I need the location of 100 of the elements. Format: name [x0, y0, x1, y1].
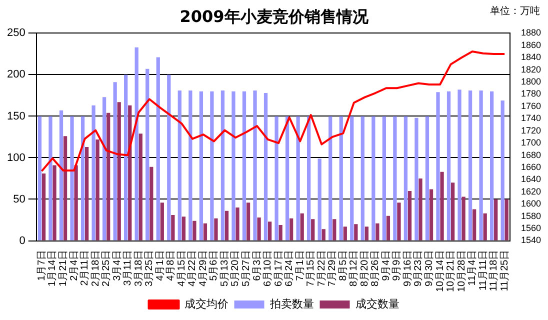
y2-tick-label: 1880 — [520, 28, 542, 38]
y-tick-label: 50 — [13, 193, 26, 206]
bar — [253, 90, 257, 240]
bar — [210, 91, 214, 240]
legend-label: 拍卖数量 — [268, 298, 314, 311]
x-tick-label: 6月10日 — [262, 250, 274, 286]
bar — [504, 199, 508, 240]
x-tick-label: 1月21日 — [58, 250, 70, 286]
x-tick-label: 11月18日 — [488, 250, 500, 292]
y2-tick-label: 1820 — [520, 64, 542, 74]
x-tick-label: 11月25日 — [499, 250, 510, 292]
x-tick-label: 6月24日 — [284, 250, 296, 286]
x-tick-label: 3月4日 — [112, 250, 123, 281]
bar — [96, 139, 100, 240]
bar — [171, 215, 175, 240]
bar — [429, 189, 434, 240]
x-tick-label: 9月4日 — [380, 250, 392, 281]
x-tick-label: 8月20日 — [359, 250, 370, 286]
bar — [117, 102, 121, 240]
x-tick-label: 3月25日 — [144, 250, 156, 286]
x-tick-label: 10月28日 — [456, 250, 468, 292]
bar — [42, 174, 46, 240]
bar — [192, 220, 196, 240]
bar — [472, 209, 476, 240]
y2-tick-label: 1560 — [520, 223, 542, 234]
bar — [425, 116, 430, 240]
bar — [102, 97, 106, 240]
bar — [397, 202, 401, 240]
y-tick-label: 250 — [6, 27, 26, 40]
y-tick-label: 100 — [6, 152, 26, 164]
bar — [38, 116, 42, 240]
bar — [490, 91, 494, 240]
bar — [84, 146, 89, 240]
bar — [160, 202, 164, 240]
bar — [440, 172, 444, 240]
x-tick-label: 8月12日 — [348, 250, 360, 286]
bar — [382, 116, 386, 240]
bar — [450, 182, 455, 240]
y2-tick-label: 1720 — [520, 125, 542, 136]
x-tick-label: 4月29日 — [198, 250, 209, 286]
bar — [80, 116, 85, 240]
x-tick-label: 9月16日 — [402, 250, 414, 286]
bar — [393, 116, 397, 240]
bar — [278, 224, 282, 240]
bar — [178, 90, 182, 240]
bar — [328, 116, 332, 240]
x-tick-label: 7月22日 — [316, 250, 328, 286]
bar — [322, 229, 326, 240]
bar — [188, 90, 192, 240]
x-tick-label: 3月11日 — [122, 250, 134, 286]
x-tick-label: 4月8日 — [166, 250, 177, 281]
bar — [462, 196, 466, 240]
y2-tick-label: 1860 — [520, 40, 542, 50]
bar — [446, 91, 451, 240]
x-tick-label: 6月17日 — [273, 250, 284, 286]
bar — [372, 116, 376, 240]
x-tick-label: 9月23日 — [413, 250, 424, 286]
y2-tick-label: 1840 — [520, 52, 542, 62]
x-tick-label: 3月18日 — [133, 250, 144, 286]
x-tick-label: 5月20日 — [230, 250, 242, 286]
bar — [74, 165, 78, 240]
bar — [343, 226, 347, 240]
bar — [138, 134, 142, 240]
bar — [146, 68, 150, 240]
y2-tick-label: 1580 — [520, 210, 542, 221]
bar — [220, 90, 225, 240]
y-tick-label: 0 — [19, 234, 26, 247]
bar — [468, 90, 472, 240]
x-tick-label: 5月13日 — [219, 250, 230, 286]
bar — [436, 92, 440, 240]
y2-tick-label: 1640 — [520, 174, 542, 184]
x-tick-label: 10月21日 — [446, 250, 457, 292]
bar — [203, 223, 208, 240]
bar — [300, 213, 304, 240]
y-tick-label: 200 — [6, 68, 26, 81]
bar — [246, 202, 250, 240]
bar — [63, 136, 68, 240]
legend-label: 成交数量 — [355, 298, 400, 311]
bar — [214, 218, 218, 240]
bar — [167, 74, 171, 240]
bar — [458, 90, 462, 240]
bar — [318, 158, 322, 240]
bar — [350, 116, 354, 240]
bar — [70, 116, 74, 240]
x-tick-label: 11月11日 — [478, 250, 489, 291]
y2-tick-label: 1780 — [520, 88, 542, 99]
bar — [59, 110, 64, 240]
x-tick-label: 2月25日 — [101, 250, 112, 286]
y2-tick-label: 1620 — [520, 186, 542, 196]
bar — [386, 216, 390, 240]
bar — [296, 116, 300, 240]
bar — [483, 213, 487, 240]
y-tick-label: 150 — [6, 110, 26, 122]
x-tick-label: 7月15日 — [306, 250, 317, 286]
bar — [311, 219, 315, 240]
x-tick-label: 10月14日 — [434, 250, 446, 292]
x-tick-label: 9月30日 — [424, 250, 435, 286]
bar — [134, 47, 138, 240]
x-tick-label: 5月27日 — [241, 250, 252, 286]
x-tick-label: 4月1日 — [154, 250, 166, 281]
